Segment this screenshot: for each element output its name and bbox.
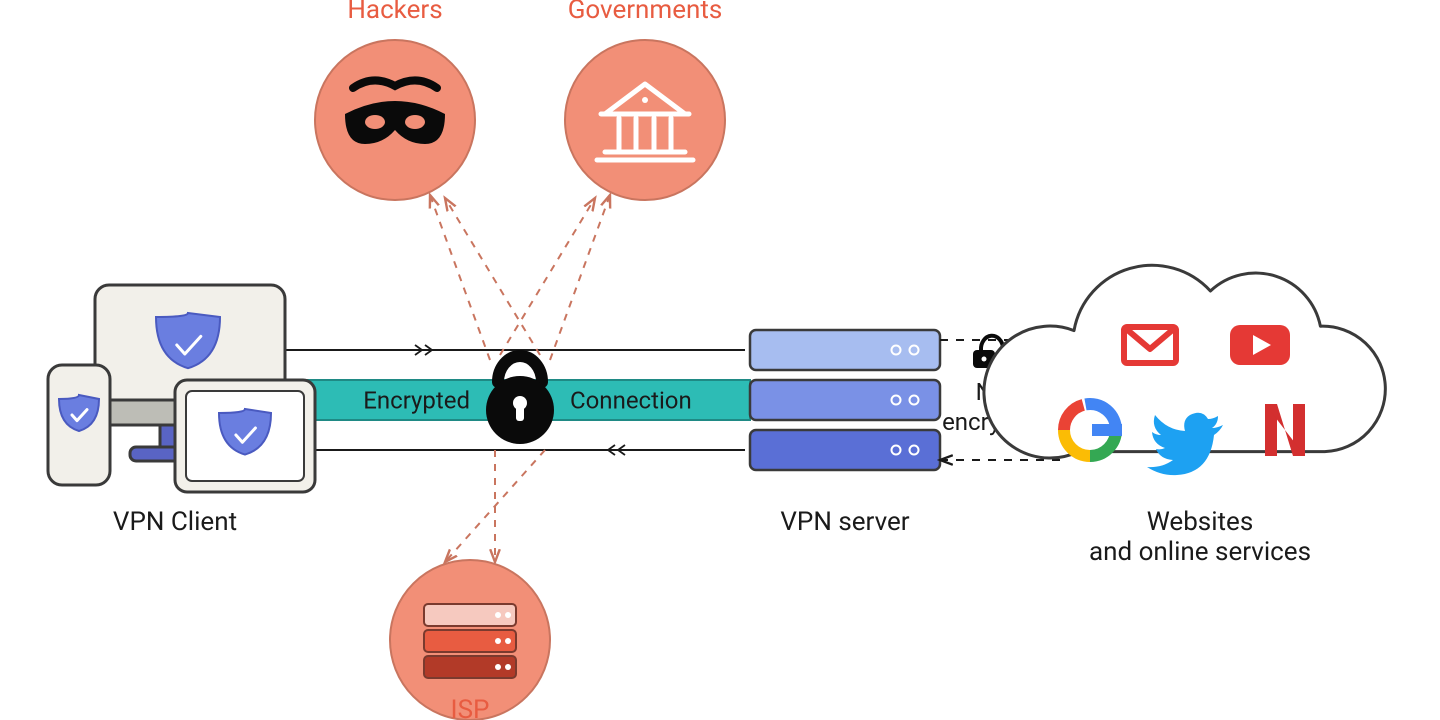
vpn-client-label: VPN Client — [113, 507, 237, 537]
server-row — [750, 430, 940, 470]
tunnel-label-left: Encrypted — [363, 386, 470, 414]
twitter-icon — [1147, 413, 1223, 475]
lock-icon — [486, 356, 554, 444]
server-row — [750, 380, 940, 420]
vpn-client-devices — [48, 285, 315, 492]
services-cloud — [984, 265, 1385, 475]
vpn-server-label: VPN server — [780, 507, 909, 537]
threat-label-hackers: Hackers — [347, 0, 442, 25]
cloud-label-line2: and online services — [1089, 537, 1311, 567]
server-row — [750, 330, 940, 370]
vpn-server-stack — [750, 330, 940, 470]
threat-governments — [565, 40, 725, 200]
threat-label-governments: Governments — [568, 0, 723, 25]
threat-hackers — [315, 40, 475, 200]
youtube-icon — [1230, 325, 1290, 365]
cloud-label-line1: Websites — [1147, 507, 1254, 537]
threat-label-isp: ISP — [451, 695, 490, 720]
tunnel-label-right: Connection — [570, 386, 692, 414]
vpn-diagram: Encrypted Connection Hackers Governments I… — [0, 0, 1440, 720]
